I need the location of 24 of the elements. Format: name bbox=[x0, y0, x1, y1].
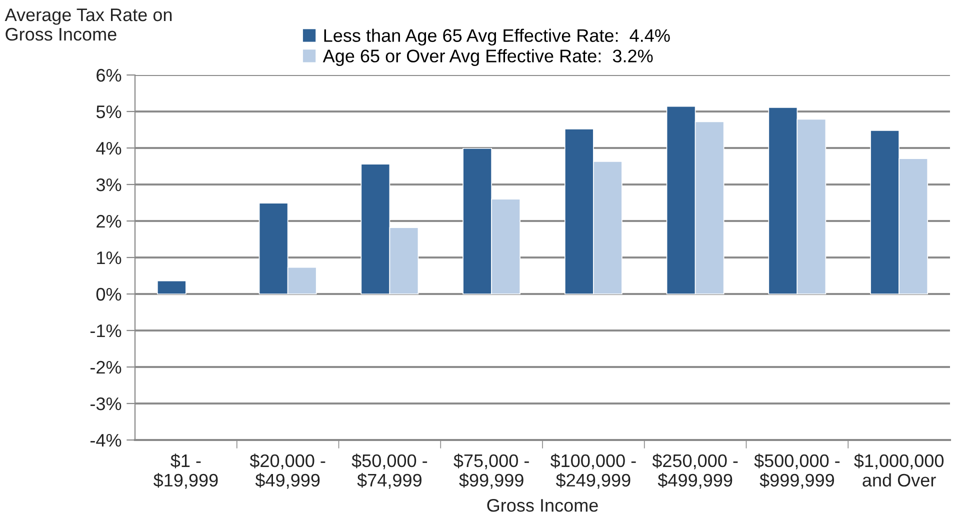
y-tick-label: 6% bbox=[96, 68, 122, 82]
bar bbox=[156, 280, 186, 294]
x-tick-label: $50,000 - $74,999 bbox=[352, 454, 428, 489]
y-tick-label: 1% bbox=[97, 252, 122, 264]
legend-label: Less than Age 65 Avg Effective Rate: 4.4% bbox=[324, 28, 670, 46]
x-tick-label: $20,000 - $49,999 bbox=[250, 454, 326, 489]
y-tick-label: 0% bbox=[96, 288, 122, 301]
y-tick-label: 5% bbox=[96, 106, 122, 118]
y-axis-title: Average Tax Rate on Gross Income bbox=[4, 8, 172, 41]
x-tick-label: $100,000 - $249,999 bbox=[550, 454, 636, 489]
x-tick-label: $500,000 - $999,999 bbox=[754, 454, 840, 489]
y-tick-label: 4% bbox=[96, 142, 122, 155]
x-tick-label: $75,000 - $99,999 bbox=[454, 454, 529, 489]
x-tick-label: $1 - $19,999 bbox=[154, 454, 218, 489]
legend-label: Age 65 or Over Avg Effective Rate: 3.2% bbox=[322, 49, 653, 66]
x-tick-label: $1,000,000 and Over bbox=[854, 454, 944, 487]
x-axis-title: Gross Income bbox=[487, 498, 598, 512]
y-tick-label: -4% bbox=[90, 434, 122, 447]
y-tick-label: -1% bbox=[90, 324, 122, 338]
x-tick-label: $250,000 - $499,999 bbox=[652, 454, 738, 489]
y-tick-label: -2% bbox=[90, 360, 122, 374]
y-tick-label: -3% bbox=[90, 397, 122, 410]
y-tick-label: 3% bbox=[96, 178, 122, 192]
y-tick-label: 2% bbox=[96, 214, 122, 228]
